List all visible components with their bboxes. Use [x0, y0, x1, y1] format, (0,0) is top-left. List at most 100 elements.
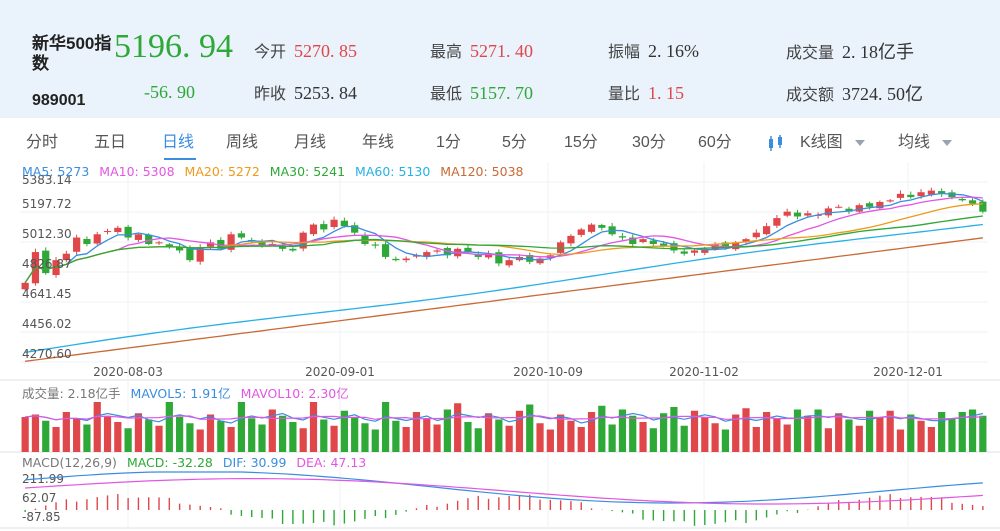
candle-body	[917, 192, 925, 197]
volume-bar	[237, 402, 246, 452]
candle-body	[660, 243, 668, 246]
volume-bar	[351, 417, 359, 452]
candle-body	[83, 238, 91, 244]
kline-chart[interactable]: 5383.14 5197.72 5012.30 4826.87 4641.45 4456.…	[0, 162, 1000, 531]
volume-bar	[134, 413, 143, 452]
volume-bar	[711, 423, 719, 452]
ma-dropdown[interactable]: 均线	[898, 128, 953, 152]
volume-bar	[495, 419, 503, 452]
volume-bar	[278, 415, 287, 452]
candle-body	[299, 232, 307, 249]
candle-body	[42, 250, 50, 274]
candle-body	[732, 242, 740, 250]
ma5-line	[24, 192, 984, 284]
candle-body	[629, 237, 637, 244]
macd-tick-label: 62.07	[22, 491, 56, 505]
volume-bar	[732, 414, 740, 452]
volume-bar	[320, 419, 328, 452]
tab-1min[interactable]: 1分	[436, 134, 461, 151]
candle-body	[165, 244, 173, 248]
kline-type-label: K线图	[800, 134, 843, 151]
legend-item: MAVOL5: 1.91亿	[131, 386, 231, 401]
volume-bar	[793, 409, 802, 452]
volume-bar	[783, 424, 791, 452]
volume-bar	[433, 424, 441, 452]
candle-body	[278, 245, 287, 249]
period-tabs: 分时 五日 日线 周线 月线 年线 1分 5分 15分 30分 60分 K线图 …	[0, 124, 1000, 160]
candle-body	[206, 242, 215, 247]
candle-body	[145, 234, 153, 244]
mavol10-line	[25, 415, 983, 421]
volume-bar	[289, 422, 297, 452]
ma60-line	[25, 223, 983, 354]
candle-body	[865, 203, 874, 207]
dea-line	[25, 478, 983, 505]
candle-body	[690, 250, 699, 253]
price-change: -56. 90	[144, 82, 195, 102]
volume-bar	[762, 412, 771, 452]
candle-body	[773, 218, 781, 226]
tab-30min[interactable]: 30分	[632, 134, 666, 151]
macd-tick-label: -87.85	[22, 510, 61, 524]
tab-yuexian[interactable]: 月线	[294, 134, 327, 151]
volume-bar	[948, 418, 956, 452]
volume-bar	[371, 429, 379, 452]
candle-body	[186, 248, 194, 261]
volume-bar	[855, 425, 863, 452]
candle-body	[93, 234, 101, 244]
candle-body	[783, 211, 791, 216]
active-tab-underline	[164, 158, 196, 160]
volume-bar	[381, 402, 390, 452]
tab-zhouxian[interactable]: 周线	[226, 134, 259, 151]
legend-item: MACD: -32.28	[127, 455, 213, 470]
ma10-line	[24, 196, 983, 284]
volume-bar	[567, 420, 575, 452]
kline-type-dropdown[interactable]: K线图	[800, 128, 865, 152]
ma-label: 均线	[898, 134, 931, 151]
volume-bar	[927, 427, 935, 452]
tab-15min[interactable]: 15分	[564, 134, 598, 151]
ma-long-lines	[25, 223, 983, 362]
date-tick-label: 2020-12-01	[873, 365, 943, 379]
candle-body	[762, 226, 771, 235]
volume-bar	[938, 412, 946, 452]
candle-body	[721, 242, 730, 248]
volume-bar	[21, 417, 29, 452]
date-tick-label: 2020-09-01	[305, 365, 375, 379]
candle-body	[886, 200, 894, 202]
candle-body	[701, 248, 709, 253]
candle-body	[289, 248, 297, 251]
volume-bar	[886, 410, 894, 452]
volume-bar	[474, 428, 482, 452]
legend-item: MA5: 5273	[22, 164, 89, 179]
volume-bar	[103, 415, 112, 452]
price-tick-label: 5383.14	[22, 173, 72, 187]
stat-prev-close: 昨收 5253. 84	[254, 83, 358, 103]
volume-bar	[505, 425, 513, 452]
candle-body	[371, 244, 379, 246]
tab-60min[interactable]: 60分	[698, 134, 732, 151]
candle-body	[680, 251, 688, 254]
volume-bar	[454, 403, 462, 452]
stat-low: 最低 5157. 70	[430, 83, 534, 103]
tab-fenshi[interactable]: 分时	[26, 134, 59, 151]
chevron-down-icon	[854, 139, 865, 146]
volume-bar	[742, 408, 750, 452]
candle-body	[896, 193, 905, 198]
ma-legend: MA5: 5273 MA10: 5308 MA20: 5272 MA30: 5241 M…	[22, 164, 524, 179]
legend-item: MA60: 5130	[355, 164, 430, 179]
date-tick-label: 2020-10-09	[513, 365, 583, 379]
candle-body	[968, 200, 977, 204]
macd-legend: MACD(12,26,9) MACD: -32.28 DIF: 30.99 DEA: …	[22, 455, 366, 470]
tab-rixian[interactable]: 日线	[162, 134, 195, 151]
volume-bar	[196, 429, 204, 452]
legend-item: MA120: 5038	[440, 164, 523, 179]
volume-bar	[186, 423, 194, 452]
tab-5min[interactable]: 5分	[502, 134, 527, 151]
volume-bar	[176, 417, 184, 452]
volume-bars	[21, 402, 987, 452]
ma-short-lines	[24, 192, 984, 284]
legend-item: MACD(12,26,9)	[22, 455, 117, 470]
tab-nianxian[interactable]: 年线	[362, 134, 395, 151]
tab-wuri[interactable]: 五日	[94, 134, 127, 151]
